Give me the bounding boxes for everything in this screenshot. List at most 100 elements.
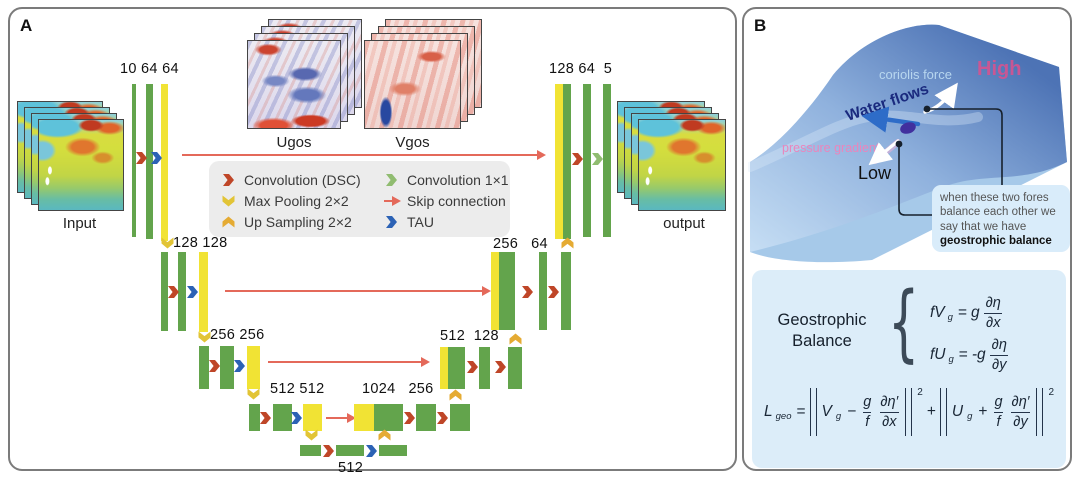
low-label: Low bbox=[858, 163, 892, 183]
title-line: Balance bbox=[792, 331, 852, 350]
high-label: High bbox=[977, 58, 1021, 80]
ugos-label: Ugos bbox=[276, 134, 312, 151]
convolution-dsc-icon bbox=[522, 286, 533, 298]
frac-den: f bbox=[863, 411, 872, 430]
term-sub: g bbox=[967, 410, 973, 422]
convolution-dsc-icon bbox=[572, 153, 583, 165]
equation-fug: fU g = -g ∂η ∂y bbox=[930, 338, 1009, 372]
skip-connection-icon bbox=[384, 194, 401, 208]
legend-label: Skip connection bbox=[407, 192, 506, 209]
equation-box: Geostrophic Balance { fV g = g ∂η ∂x fU g =… bbox=[752, 270, 1066, 468]
bottleneck-bar bbox=[336, 445, 364, 456]
brace-glyph: { bbox=[888, 274, 920, 372]
legend-item-skip-connection: Skip connection bbox=[384, 193, 506, 209]
vgos-label: Vgos bbox=[395, 134, 430, 151]
dec3-channels-label: 512 128 bbox=[440, 328, 499, 344]
panel-b-geostrophic: B coriolis force High Water flows pressu… bbox=[742, 7, 1072, 471]
mid-bar bbox=[416, 404, 436, 431]
legend-label: Convolution 1×1 bbox=[407, 171, 509, 188]
panel-b-label: B bbox=[754, 16, 767, 35]
dec2-bar bbox=[539, 252, 547, 330]
panel-a-unet: A Input Ugos Vgos output Convolution bbox=[8, 7, 737, 476]
callout-line: say that we have bbox=[940, 220, 1027, 233]
convolution-dsc-icon bbox=[260, 412, 271, 424]
norm-exponent: 2 bbox=[917, 386, 923, 398]
convolution-dsc-icon bbox=[136, 152, 147, 164]
dec1-channels-label: 128 64 5 bbox=[549, 61, 613, 77]
max-pooling-icon bbox=[221, 194, 237, 207]
term-var: U bbox=[951, 403, 964, 420]
eq-coeff: -g bbox=[971, 346, 986, 363]
skip-connection-4 bbox=[326, 412, 356, 425]
bottleneck-bar bbox=[379, 445, 407, 456]
frac-den: ∂y bbox=[1011, 411, 1030, 430]
max-pooling-icon bbox=[162, 238, 174, 249]
enc1-channels-label: 10 64 64 bbox=[120, 61, 179, 77]
frac-den: f bbox=[994, 411, 1003, 430]
geostrophic-balance-callout: when these two fores balance each other … bbox=[932, 185, 1070, 252]
tau-icon bbox=[151, 152, 162, 164]
pressure-gradient-label: pressure gradient bbox=[782, 141, 880, 155]
callout-line-bold: geostrophic balance bbox=[940, 235, 1052, 248]
connector-line-upper bbox=[927, 108, 1003, 187]
up-sampling-icon bbox=[221, 215, 237, 228]
ugos-image-stack bbox=[247, 19, 362, 129]
pressure-gradient-arrow bbox=[868, 139, 900, 166]
up-sampling-icon bbox=[510, 334, 522, 345]
term-op: − bbox=[847, 403, 857, 420]
frac-den: ∂x bbox=[984, 312, 1003, 331]
sea-top-surface bbox=[750, 24, 1067, 252]
enc2-bar bbox=[199, 252, 208, 332]
eq-coeff: g bbox=[971, 304, 980, 321]
convolution-dsc-icon bbox=[437, 412, 448, 424]
double-bar bbox=[1036, 388, 1044, 436]
eq-lhs: fU bbox=[930, 346, 946, 363]
dec3-bar bbox=[440, 347, 448, 389]
enc1-bar bbox=[146, 84, 153, 239]
vgos-image-stack bbox=[364, 19, 482, 129]
frac-num: ∂η′ bbox=[1011, 394, 1030, 410]
convolution-1x1-icon bbox=[384, 173, 400, 186]
eq-equals: = bbox=[957, 304, 968, 321]
eq-sub: g bbox=[948, 353, 954, 365]
mid-channels-label: 1024 256 bbox=[362, 381, 434, 397]
dec2-bar bbox=[561, 252, 571, 330]
frac-num: ∂η′ bbox=[880, 394, 899, 410]
sea-surface-illustration: coriolis force High Water flows pressure… bbox=[748, 24, 1067, 263]
tau-icon bbox=[234, 360, 245, 372]
max-pooling-icon bbox=[306, 430, 318, 441]
enc4-bar bbox=[273, 404, 292, 431]
dec1-bar bbox=[555, 84, 563, 239]
frac-num: ∂η bbox=[985, 295, 1001, 311]
eq-sub: g bbox=[947, 311, 953, 323]
loss-lhs: L bbox=[764, 403, 773, 420]
enc1-bar bbox=[132, 84, 136, 237]
tau-icon bbox=[366, 445, 377, 457]
double-bar bbox=[905, 388, 913, 436]
max-pooling-icon bbox=[199, 332, 211, 343]
max-pooling-icon bbox=[248, 389, 260, 400]
tau-icon bbox=[187, 286, 198, 298]
legend-label: TAU bbox=[407, 213, 434, 230]
loss-equals: = bbox=[796, 403, 806, 420]
legend-box: Convolution (DSC) Convolution 1×1 Max Po… bbox=[209, 161, 510, 237]
enc1-bar bbox=[161, 84, 168, 241]
dec3-bar bbox=[479, 347, 490, 389]
legend-item-tau: TAU bbox=[384, 214, 434, 230]
tau-icon bbox=[384, 215, 400, 228]
bottleneck-channels-label: 512 bbox=[338, 460, 364, 476]
convolution-dsc-icon bbox=[548, 286, 559, 298]
term-op: + bbox=[978, 403, 988, 420]
convolution-dsc-icon bbox=[168, 286, 179, 298]
loss-sub: geo bbox=[775, 410, 792, 422]
enc2-channels-label: 128 128 bbox=[173, 235, 228, 251]
enc4-bar bbox=[303, 404, 322, 431]
enc2-bar bbox=[161, 252, 168, 331]
callout-line: when these two fores bbox=[940, 192, 1049, 204]
term-sub: g bbox=[835, 410, 842, 422]
eq-equals: = bbox=[958, 346, 968, 363]
term-var: V bbox=[821, 403, 832, 420]
input-sheet bbox=[38, 119, 124, 211]
convolution-1x1-icon bbox=[592, 153, 603, 165]
